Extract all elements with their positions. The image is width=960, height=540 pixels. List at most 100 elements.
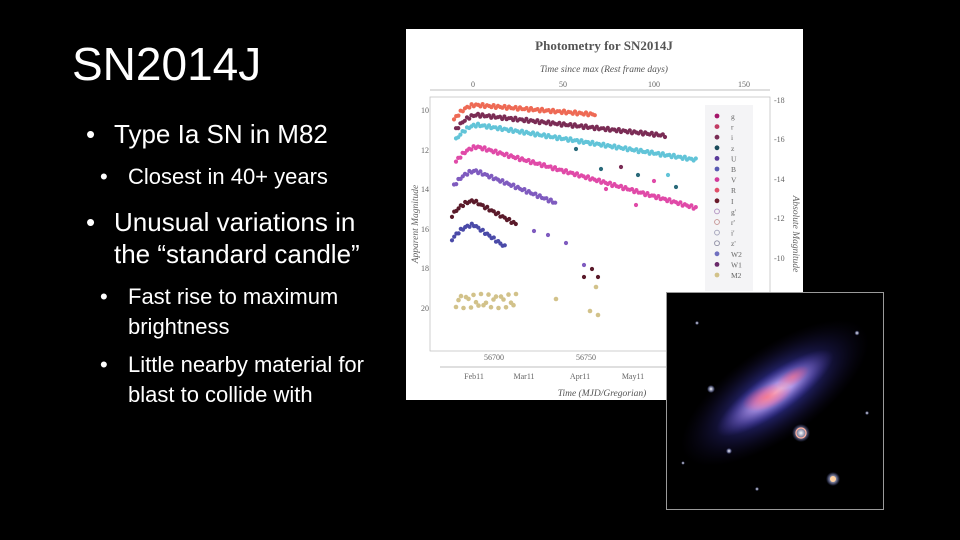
data-point <box>596 177 602 182</box>
legend-marker <box>714 272 720 278</box>
data-point <box>581 274 587 280</box>
legend-label: z' <box>731 239 736 248</box>
legend-marker <box>714 262 720 267</box>
data-point <box>531 228 537 234</box>
slide-title: SN2014J <box>72 38 262 90</box>
data-point <box>461 305 466 311</box>
legend-marker <box>714 113 720 119</box>
mjd-tick-label: 56750 <box>576 353 596 362</box>
left-tick-label: 12 <box>421 146 429 155</box>
data-point <box>467 116 472 121</box>
data-point <box>511 182 516 187</box>
data-point <box>682 154 687 159</box>
data-point <box>563 240 569 246</box>
data-point <box>545 232 551 238</box>
data-point <box>496 210 501 215</box>
data-point <box>458 132 463 137</box>
data-point <box>478 169 483 174</box>
data-point <box>453 159 459 164</box>
date-tick-label: Apr11 <box>570 372 590 381</box>
data-point <box>458 293 464 299</box>
data-point <box>513 291 519 297</box>
data-point <box>456 126 461 131</box>
data-point <box>476 225 481 230</box>
data-point <box>662 134 668 140</box>
data-point <box>590 139 595 144</box>
legend-marker <box>714 251 720 257</box>
sub-bullet-1-1: Closest in 40+ years <box>100 162 386 192</box>
data-point <box>489 173 494 178</box>
data-point <box>544 196 549 201</box>
data-point <box>462 118 467 123</box>
left-tick-label: 16 <box>421 225 429 234</box>
data-point <box>500 178 505 183</box>
data-point <box>473 299 479 305</box>
data-point <box>513 221 518 227</box>
legend-label: W1 <box>731 260 742 269</box>
data-point <box>593 284 599 290</box>
right-tick-label: -18 <box>774 96 785 105</box>
data-point <box>612 143 617 148</box>
data-point <box>491 235 496 240</box>
top-axis-label: Time since max (Rest frame days) <box>540 64 668 75</box>
data-point <box>507 216 512 222</box>
date-tick-label: Feb11 <box>464 372 484 381</box>
date-tick-label: Mar11 <box>513 372 534 381</box>
data-point <box>553 200 558 205</box>
data-point <box>530 130 536 135</box>
data-point <box>506 292 511 297</box>
data-point <box>616 127 621 132</box>
galaxy-red-region <box>776 365 810 389</box>
data-point <box>456 113 461 118</box>
star <box>681 461 685 465</box>
data-point <box>638 129 643 134</box>
data-point <box>601 141 606 146</box>
data-point <box>504 151 509 156</box>
star <box>695 321 699 325</box>
galaxy-red-region <box>742 382 792 412</box>
bullet-2: Unusual variations in the “standard cand… <box>86 206 386 270</box>
star <box>854 330 860 336</box>
data-point <box>478 291 484 297</box>
data-point <box>458 155 463 160</box>
data-point <box>635 172 641 178</box>
supernova-marker <box>792 424 810 442</box>
data-point <box>607 180 613 185</box>
light-curve-points <box>449 102 698 318</box>
data-point <box>589 266 595 272</box>
data-point <box>634 147 639 152</box>
data-point <box>456 231 461 236</box>
data-point <box>503 305 509 310</box>
right-tick-label: -12 <box>774 214 785 223</box>
date-tick-label: May11 <box>622 372 644 381</box>
data-point <box>633 202 639 208</box>
data-point <box>497 125 503 130</box>
data-point <box>592 113 597 118</box>
data-point <box>548 197 553 202</box>
data-point <box>693 156 698 161</box>
data-point <box>460 109 465 114</box>
data-point <box>454 182 459 187</box>
right-tick-label: -10 <box>774 254 785 263</box>
legend-marker <box>714 177 720 183</box>
legend-marker <box>714 166 720 172</box>
data-point <box>581 262 587 268</box>
right-tick-label: -14 <box>774 175 785 184</box>
data-point <box>451 117 457 122</box>
legend-label: I <box>731 197 734 206</box>
data-point <box>693 205 698 210</box>
data-point <box>587 308 593 314</box>
data-point <box>585 174 591 179</box>
data-point <box>522 187 527 192</box>
top-tick-label: 0 <box>471 80 475 89</box>
legend-label: r' <box>731 218 735 227</box>
legend-label: z <box>731 144 735 153</box>
legend-marker <box>714 198 720 204</box>
left-axis-label: Apparent Magnitude <box>411 185 421 265</box>
data-point <box>486 292 491 297</box>
star <box>865 411 869 415</box>
data-point <box>533 191 538 196</box>
top-tick-label: 150 <box>738 80 750 89</box>
bullet-list: Type Ia SN in M82 Closest in 40+ years U… <box>86 118 386 418</box>
